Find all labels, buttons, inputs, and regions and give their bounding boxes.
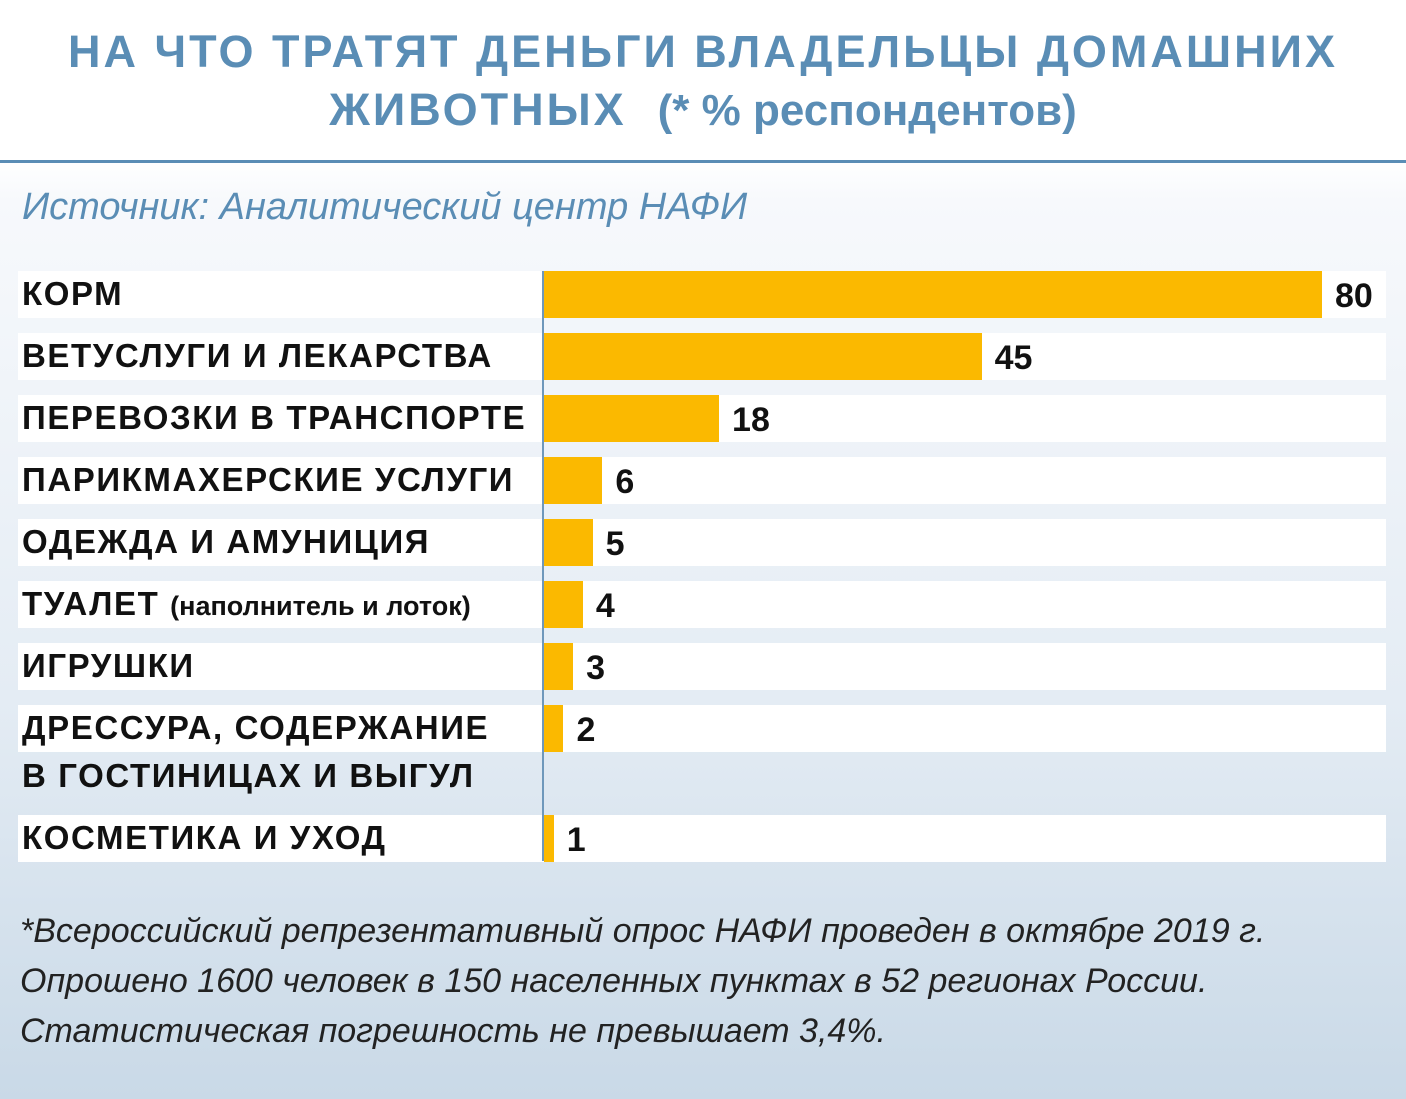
- category-label: ОДЕЖДА И АМУНИЦИЯ: [22, 523, 430, 561]
- category-label: ИГРУШКИ: [22, 647, 195, 685]
- data-label: 80: [1335, 277, 1373, 315]
- footnote-line-2: Опрошено 1600 человек в 150 населенных п…: [20, 962, 1208, 1000]
- chart-title-word: ЖИВОТНЫХ: [329, 84, 627, 135]
- source-text: Источник: Аналитический центр НАФИ: [22, 186, 748, 228]
- bar: [544, 815, 554, 862]
- bar: [544, 457, 603, 504]
- bar: [544, 333, 982, 380]
- data-label: 6: [615, 463, 635, 501]
- row-background: [18, 581, 1386, 628]
- data-label: 18: [732, 401, 770, 439]
- category-label-text: ИГРУШКИ: [22, 647, 195, 684]
- data-label: 1: [566, 821, 586, 859]
- category-label-text: КОСМЕТИКА И УХОД: [22, 819, 387, 856]
- row-background: [18, 705, 1386, 752]
- bar: [544, 271, 1322, 318]
- data-label: 4: [595, 587, 615, 625]
- data-label: 45: [994, 339, 1033, 377]
- category-label: ТУАЛЕТ (наполнитель и лоток): [22, 585, 471, 623]
- data-label: 5: [605, 525, 625, 563]
- category-label-text: ПАРИКМАХЕРСКИЕ УСЛУГИ: [22, 461, 515, 498]
- category-label: ПАРИКМАХЕРСКИЕ УСЛУГИ: [22, 461, 514, 499]
- bar: [544, 643, 574, 690]
- category-label-text: ТУАЛЕТ: [22, 585, 160, 622]
- category-label-text: КОРМ: [22, 275, 124, 312]
- bar: [544, 581, 583, 628]
- category-label: КОСМЕТИКА И УХОД: [22, 819, 387, 857]
- category-label: ПЕРЕВОЗКИ В ТРАНСПОРТЕ: [22, 399, 526, 437]
- category-label-text: ВЕТУСЛУГИ И ЛЕКАРСТВА: [22, 337, 493, 374]
- footnote-line-3: Статистическая погрешность не превышает …: [20, 1012, 886, 1050]
- row-background: [18, 519, 1386, 566]
- category-label: КОРМ: [22, 275, 123, 313]
- bar: [544, 705, 564, 752]
- chart-title-line2: ЖИВОТНЫХ (* % респондентов): [0, 84, 1406, 136]
- data-label: 2: [576, 711, 596, 749]
- category-label-text: ДРЕССУРА, СОДЕРЖАНИЕ: [22, 709, 490, 746]
- chart-title-note: (* % респондентов): [657, 86, 1077, 135]
- category-label-note: (наполнитель и лоток): [170, 591, 471, 621]
- chart-title-line1: НА ЧТО ТРАТЯТ ДЕНЬГИ ВЛАДЕЛЬЦЫ ДОМАШНИХ: [68, 26, 1338, 77]
- category-label: ДРЕССУРА, СОДЕРЖАНИЕ: [22, 709, 489, 747]
- row-background: [18, 457, 1386, 504]
- row-background: [18, 815, 1386, 862]
- footnote-line-1: *Всероссийский репрезентативный опрос НА…: [20, 912, 1266, 950]
- category-label-line2: В ГОСТИНИЦАХ И ВЫГУЛ: [22, 757, 475, 794]
- category-label-text: ПЕРЕВОЗКИ В ТРАНСПОРТЕ: [22, 399, 527, 436]
- row-background: [18, 643, 1386, 690]
- header: НА ЧТО ТРАТЯТ ДЕНЬГИ ВЛАДЕЛЬЦЫ ДОМАШНИХ …: [0, 0, 1406, 163]
- bar: [544, 395, 720, 442]
- category-label-text: ОДЕЖДА И АМУНИЦИЯ: [22, 523, 431, 560]
- y-axis-line: [542, 271, 544, 861]
- bar: [544, 519, 593, 566]
- data-label: 3: [586, 649, 606, 687]
- category-label: ВЕТУСЛУГИ И ЛЕКАРСТВА: [22, 337, 493, 375]
